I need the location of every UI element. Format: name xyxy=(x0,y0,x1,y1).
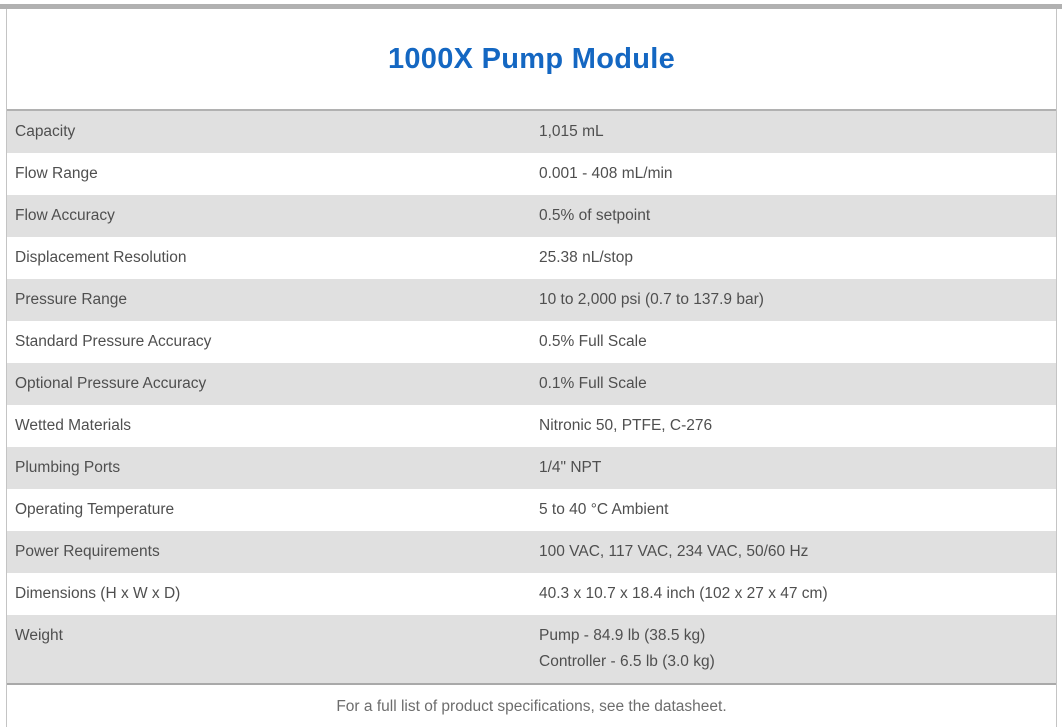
spec-label: Flow Range xyxy=(15,165,98,182)
page-header: 1000X Pump Module xyxy=(7,9,1056,111)
spec-row: Displacement Resolution 25.38 nL/stop xyxy=(7,237,1056,279)
spec-value-line: Pump - 84.9 lb (38.5 kg) xyxy=(539,627,706,644)
spec-row: Flow Accuracy 0.5% of setpoint xyxy=(7,195,1056,237)
spec-row: Plumbing Ports 1/4" NPT xyxy=(7,447,1056,489)
spec-label: Power Requirements xyxy=(15,543,160,560)
spec-label: Operating Temperature xyxy=(15,501,175,518)
spec-label: Dimensions (H x W x D) xyxy=(15,585,181,602)
spec-value: 0.1% Full Scale xyxy=(539,375,647,392)
top-divider-bar xyxy=(0,4,1062,9)
spec-label: Plumbing Ports xyxy=(15,459,121,476)
spec-row: Operating Temperature 5 to 40 °C Ambient xyxy=(7,489,1056,531)
spec-value: 5 to 40 °C Ambient xyxy=(539,501,669,518)
page-frame: 1000X Pump Module Capacity 1,015 mL Flow R… xyxy=(6,9,1057,727)
spec-label: Flow Accuracy xyxy=(15,207,115,224)
spec-label: Standard Pressure Accuracy xyxy=(15,333,212,350)
spec-value: Nitronic 50, PTFE, C-276 xyxy=(539,417,713,434)
spec-value: 10 to 2,000 psi (0.7 to 137.9 bar) xyxy=(539,291,764,308)
spec-row: Standard Pressure Accuracy 0.5% Full Scal… xyxy=(7,321,1056,363)
spec-value-line: Controller - 6.5 lb (3.0 kg) xyxy=(539,653,715,670)
spec-table: Capacity 1,015 mL Flow Range 0.001 - 408 mL… xyxy=(7,111,1056,683)
spec-value: 1,015 mL xyxy=(539,123,604,140)
spec-row: Wetted Materials Nitronic 50, PTFE, C-276 xyxy=(7,405,1056,447)
spec-value: 25.38 nL/stop xyxy=(539,249,633,266)
spec-value: 40.3 x 10.7 x 18.4 inch (102 x 27 x 47 c… xyxy=(539,585,828,602)
spec-row: Optional Pressure Accuracy 0.1% Full Scal… xyxy=(7,363,1056,405)
spec-row: Dimensions (H x W x D) 40.3 x 10.7 x 18.4… xyxy=(7,573,1056,615)
spec-value: 0.001 - 408 mL/min xyxy=(539,165,673,182)
spec-value: Pump - 84.9 lb (38.5 kg) Controller - 6.5… xyxy=(539,623,1056,675)
spec-label: Pressure Range xyxy=(15,291,128,308)
spec-value: 100 VAC, 117 VAC, 234 VAC, 50/60 Hz xyxy=(539,543,809,560)
table-bottom-divider xyxy=(7,683,1056,685)
spec-label: Capacity xyxy=(15,123,76,140)
spec-label: Displacement Resolution xyxy=(15,249,187,266)
spec-value: 1/4" NPT xyxy=(539,459,602,476)
spec-label: Wetted Materials xyxy=(15,417,132,434)
spec-value: 0.5% of setpoint xyxy=(539,207,651,224)
spec-row: Capacity 1,015 mL xyxy=(7,111,1056,153)
spec-value: 0.5% Full Scale xyxy=(539,333,647,350)
spec-row: Flow Range 0.001 - 408 mL/min xyxy=(7,153,1056,195)
page-title: 1000X Pump Module xyxy=(387,42,676,75)
spec-row: Power Requirements 100 VAC, 117 VAC, 234 … xyxy=(7,531,1056,573)
spec-label: Weight xyxy=(15,627,63,644)
spec-row: Pressure Range 10 to 2,000 psi (0.7 to 13… xyxy=(7,279,1056,321)
spec-row: Weight Pump - 84.9 lb (38.5 kg) Controller… xyxy=(7,615,1056,683)
footer-note: For a full list of product specification… xyxy=(336,698,727,715)
spec-label: Optional Pressure Accuracy xyxy=(15,375,207,392)
